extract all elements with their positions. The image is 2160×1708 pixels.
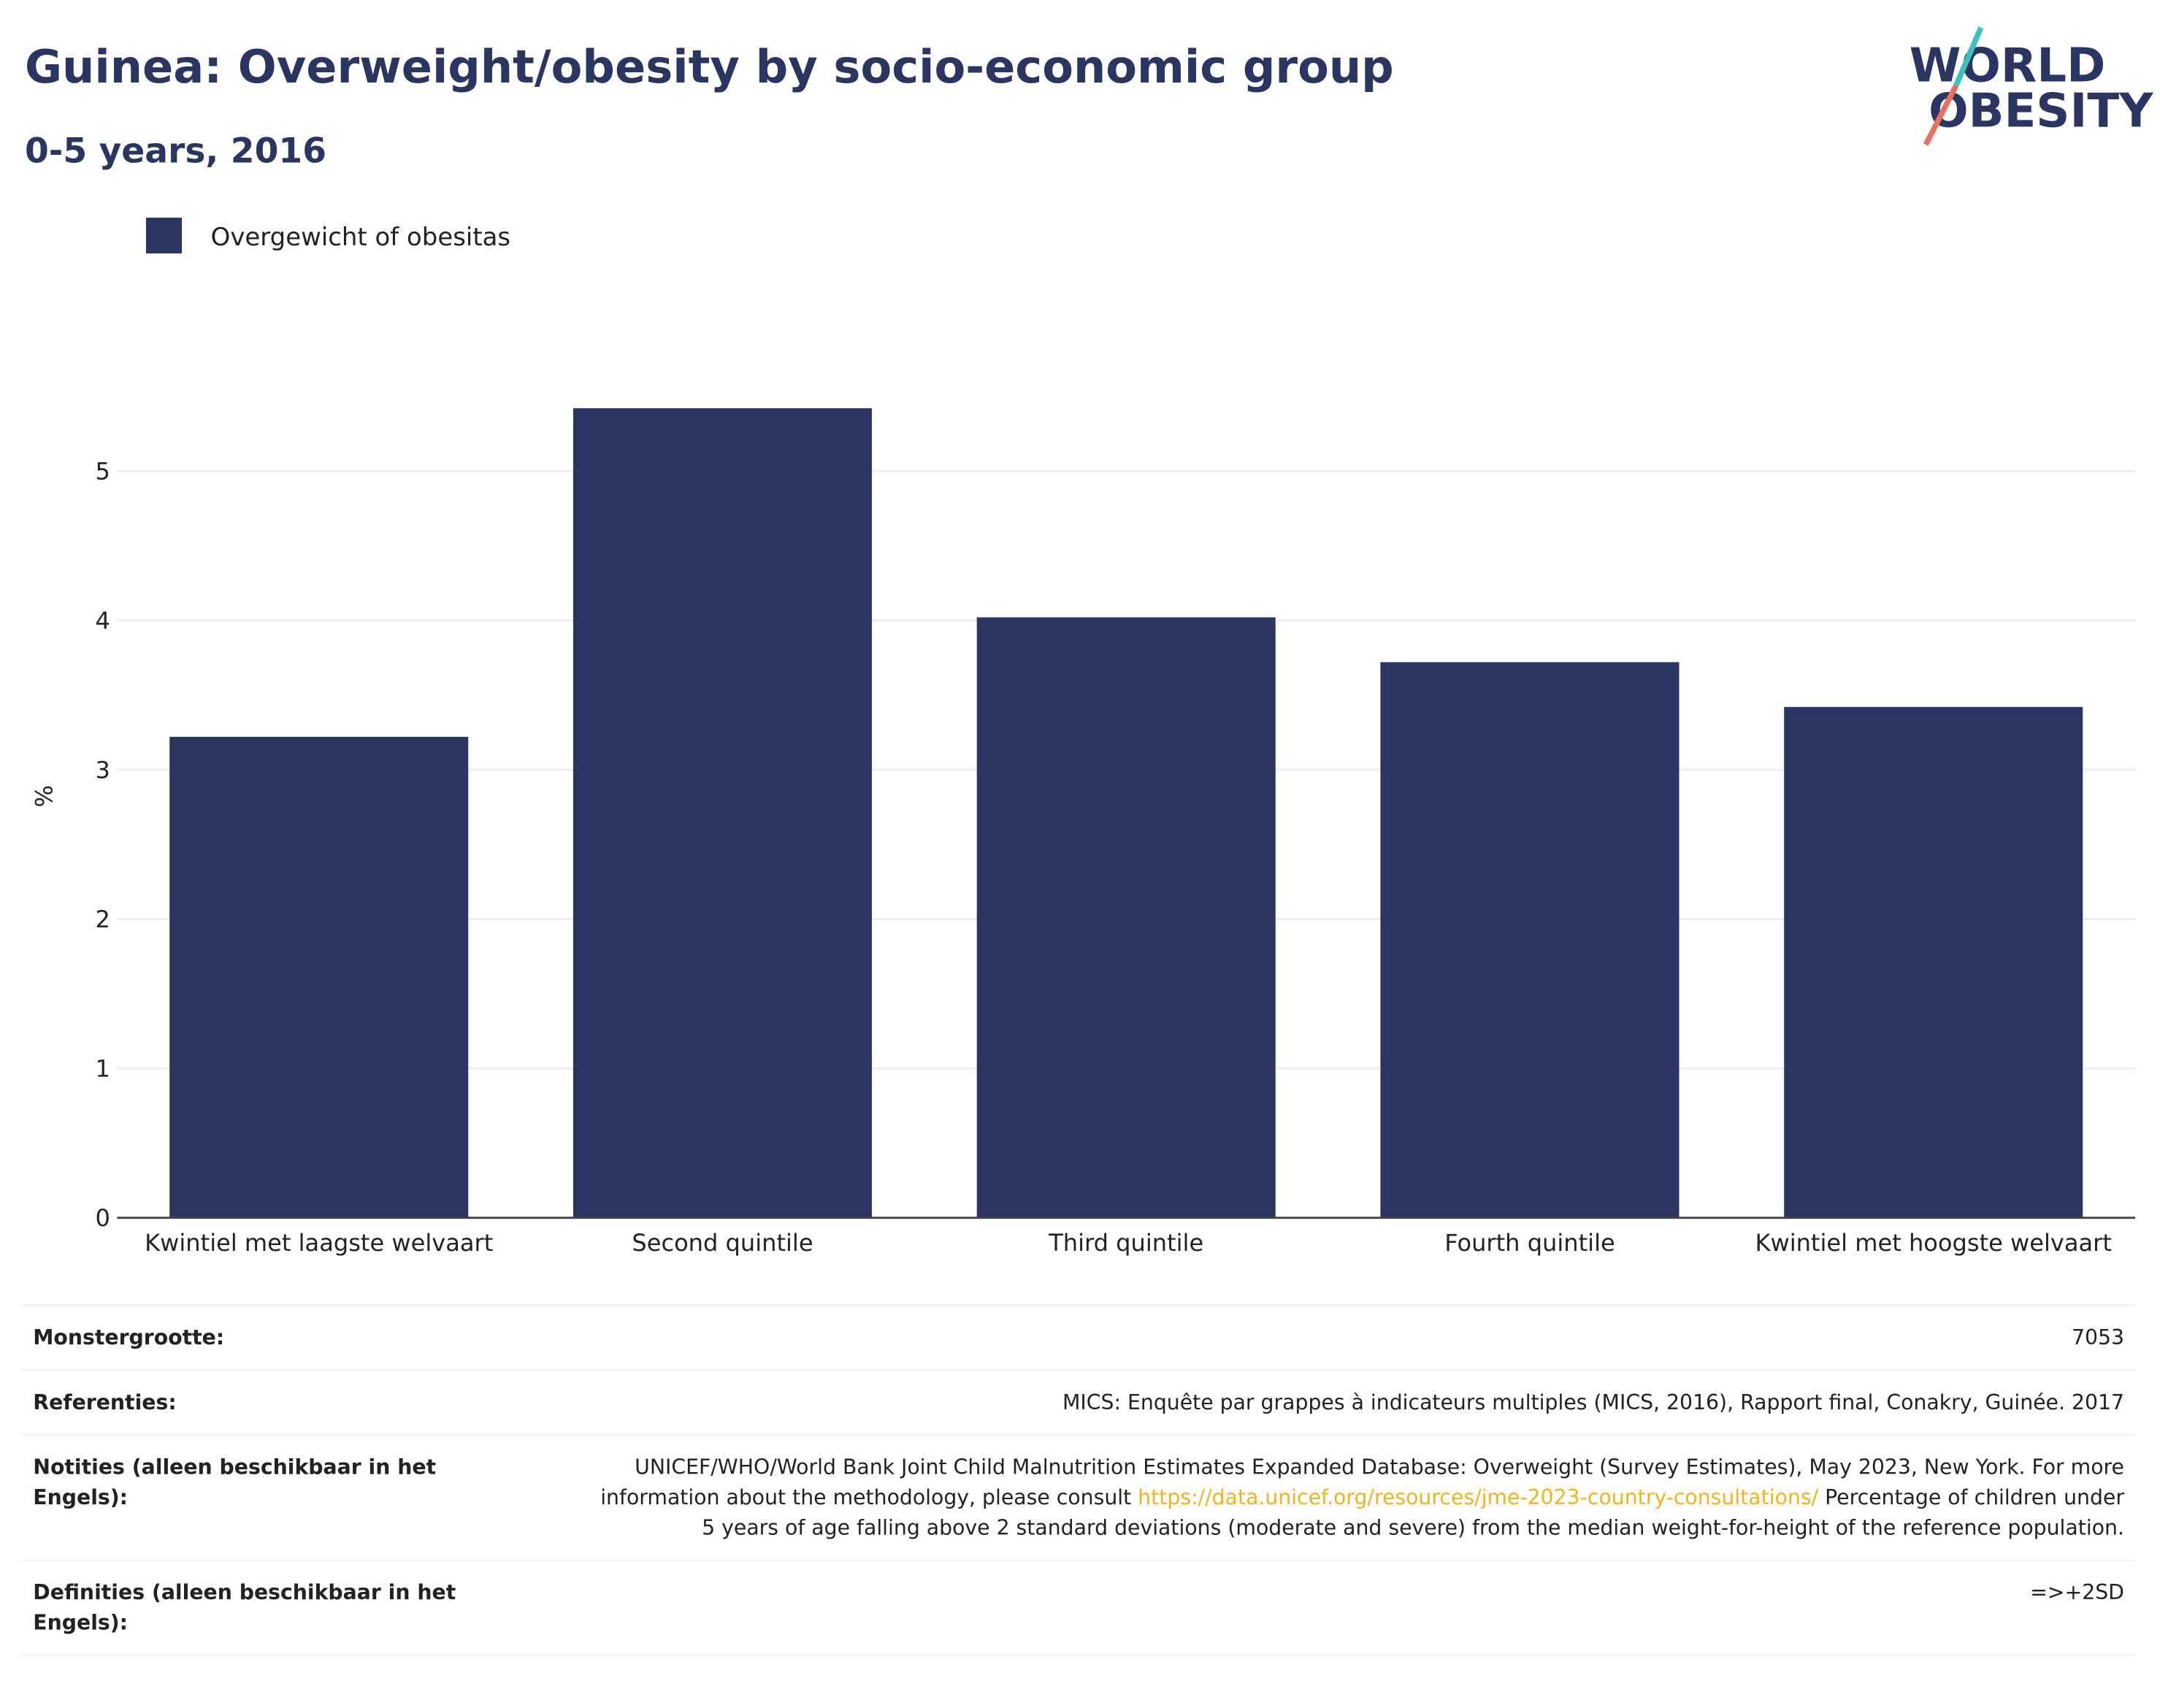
chart-subtitle: 0-5 years, 2016 [25, 131, 326, 172]
row-label: Monstergrootte: [33, 1325, 225, 1350]
y-tick-label: 0 [96, 1204, 110, 1232]
logo-slash [1953, 26, 1984, 87]
y-tick-label: 1 [96, 1054, 110, 1082]
table-row: Referenties: MICS: Enquête par grappes à … [22, 1369, 2136, 1434]
y-tick-label: 2 [96, 905, 110, 933]
row-value: =>+2SD [2030, 1579, 2124, 1605]
bar [169, 737, 469, 1218]
bar [1784, 707, 2083, 1218]
legend-label: Overgewicht of obesitas [211, 223, 510, 252]
table-row: Monstergrootte: 7053 [22, 1304, 2136, 1370]
bar [572, 408, 872, 1218]
note-text: Percentage of children under 5 years of … [702, 1485, 2124, 1541]
row-value: UNICEF/WHO/World Bank Joint Child Malnut… [595, 1452, 2124, 1543]
note-text: UNICEF/WHO/World Bank Joint Child Malnut… [600, 1455, 2124, 1510]
chart-title: Guinea: Overweight/obesity by socio-econ… [25, 40, 1394, 93]
row-value: MICS: Enquête par grappes à indicateurs … [1062, 1390, 2124, 1415]
row-label: Definities (alleen beschikbaar in het En… [33, 1579, 456, 1636]
y-axis-label: % [31, 785, 58, 807]
table-row: Definities (alleen beschikbaar in het En… [22, 1559, 2136, 1656]
logo-slash [1923, 84, 1959, 146]
info-table: Monstergrootte: 7053 Referenties: MICS: En… [22, 1304, 2136, 1656]
y-tick-label: 5 [96, 457, 110, 485]
logo-text: WORLD [1910, 38, 2106, 93]
row-label: Referenties: [33, 1390, 177, 1415]
x-tick-label: Third quintile [1048, 1229, 1203, 1257]
x-tick-label: Fourth quintile [1444, 1229, 1615, 1257]
x-tick-label: Kwintiel met laagste welvaart [145, 1229, 493, 1257]
bar [976, 617, 1276, 1218]
row-label: Notities (alleen beschikbaar in het Enge… [33, 1455, 437, 1510]
bar [1380, 662, 1680, 1218]
note-link[interactable]: https://data.unicef.org/resources/jme-20… [1138, 1485, 1819, 1510]
x-tick-label: Second quintile [632, 1229, 813, 1257]
y-tick-label: 4 [96, 607, 110, 635]
legend-swatch [145, 218, 183, 254]
logo-text: OBESITY [1929, 84, 2154, 139]
chart: Guinea: Overweight/obesity by socio-econ… [25, 26, 2154, 1257]
row-value: 7053 [2071, 1325, 2124, 1350]
table-row: Notities (alleen beschikbaar in het Enge… [22, 1433, 2136, 1560]
x-tick-label: Kwintiel met hoogste welvaart [1755, 1229, 2111, 1257]
y-tick-label: 3 [96, 756, 110, 784]
